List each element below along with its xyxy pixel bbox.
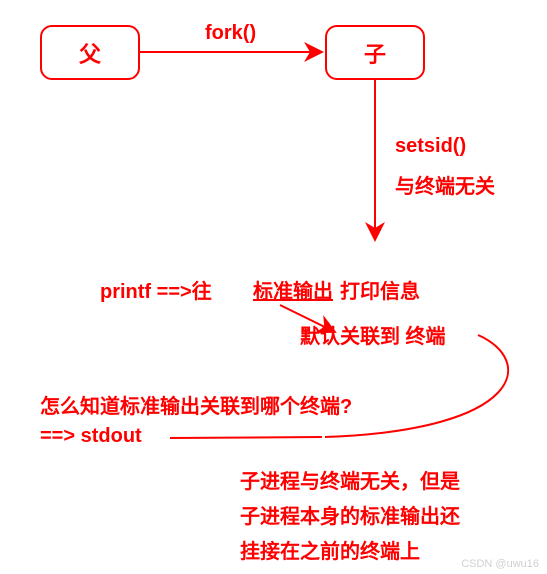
note1: 子进程与终端无关，但是 [240, 465, 460, 494]
assoc-label: 默认关联到 终端 [300, 320, 446, 349]
printf-post: 打印信息 [340, 275, 420, 304]
watermark: CSDN @uwu16 [461, 558, 539, 570]
stdout-label: ==> stdout [40, 425, 142, 448]
printf-pre: printf ==>往 [100, 275, 212, 304]
child-label: 子 [364, 37, 386, 69]
fork-label: fork() [205, 22, 256, 45]
setsid-label: setsid() [395, 135, 466, 158]
parent-node: 父 [40, 25, 140, 80]
child-node: 子 [325, 25, 425, 80]
printf-mid: 标准输出 [253, 275, 333, 304]
parent-label: 父 [79, 37, 101, 69]
curve-line [325, 335, 508, 437]
setsid-note: 与终端无关 [395, 170, 495, 199]
stdout-line [170, 437, 322, 438]
note2: 子进程本身的标准输出还 [240, 500, 460, 529]
question-label: 怎么知道标准输出关联到哪个终端? [40, 390, 352, 419]
note3: 挂接在之前的终端上 [240, 535, 420, 564]
